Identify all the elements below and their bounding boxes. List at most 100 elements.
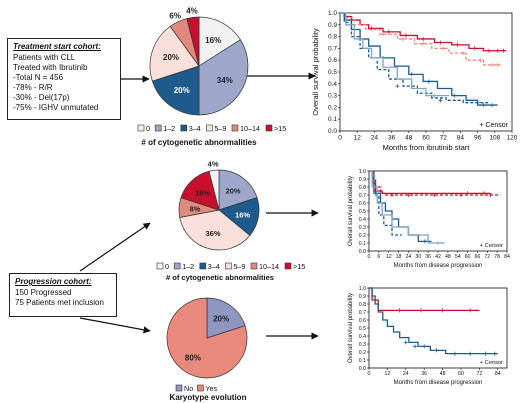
- legend-pie1: 0 1–2 3–4 5–9 10–14 >15: [137, 124, 286, 133]
- progression-cohort-line: 75 Patients met inclusion: [15, 298, 104, 307]
- legend-swatch: [154, 124, 162, 132]
- legend-label: 5–9: [233, 262, 245, 271]
- plot-frame: [339, 12, 513, 132]
- censor-mark: [489, 62, 494, 67]
- legend-label: 0: [146, 124, 150, 133]
- pie1-caption: # of cytogenetic abnormalities: [141, 138, 257, 147]
- legend-swatch: [173, 262, 181, 270]
- arrow-box2-pie3: [79, 317, 151, 334]
- pie-slice-label: 36%: [206, 229, 221, 238]
- x-tick-label: 42: [435, 254, 441, 260]
- x-tick-label: 48: [445, 254, 451, 260]
- x-tick-label: 0: [368, 371, 371, 377]
- y-tick-label: 0.0: [328, 128, 337, 135]
- y-tick-label: 0.7: [359, 310, 366, 316]
- pie-slice-label: 20%: [226, 187, 241, 196]
- censor-legend: + Censor: [480, 360, 503, 366]
- x-tick-label: 72: [484, 254, 490, 260]
- x-tick-label: 36: [425, 254, 431, 260]
- y-tick-label: 0.6: [359, 318, 366, 324]
- pie3-caption: Karyotype evolution: [170, 393, 247, 402]
- pie-slice-label: 16%: [195, 189, 210, 198]
- censor-mark: [413, 344, 417, 349]
- pie-slice-label: 80%: [185, 353, 201, 362]
- treatment-cohort-line: Patients with CLL: [13, 53, 76, 62]
- pie-slice: [198, 39, 249, 116]
- x-tick-label: 54: [455, 254, 461, 260]
- censor-mark: [395, 84, 400, 89]
- km2: 0.0 0.1 0.2 0.3 0.4 0.5 0.6 0.7 0.8 0.9 1.0 0 6 12 18 2…: [348, 169, 510, 269]
- censor-mark: [465, 191, 470, 196]
- pie-slice-label: 20%: [174, 86, 190, 95]
- x-tick-label: 84: [504, 254, 510, 260]
- x-tick-label: 6: [377, 254, 380, 260]
- y-tick-label: 0.6: [328, 57, 337, 64]
- km1: 0.0 0.1 0.2 0.3 0.4 0.5 0.6 0.7 0.8 0.9 1.0 0 12 24 36…: [311, 10, 518, 152]
- legend-label: 3–4: [208, 262, 220, 271]
- x-axis-label: Months from disease progression: [394, 263, 483, 269]
- y-axis-label: Overall survival probability: [348, 293, 354, 363]
- legend-swatch: [265, 124, 273, 132]
- censor-mark: [438, 98, 443, 103]
- x-tick-label: 24: [403, 371, 409, 377]
- treatment-cohort-box: Treatment start cohort: Patients with CL…: [7, 38, 121, 120]
- x-tick-label: 120: [507, 135, 518, 142]
- x-tick-label: 66: [475, 254, 481, 260]
- legend-swatch: [284, 262, 292, 270]
- censor-mark: [421, 41, 426, 46]
- y-tick-label: 0.3: [328, 93, 337, 100]
- survival-curve: [340, 12, 498, 106]
- pie-slice: [198, 16, 241, 67]
- pie1: 16% 34% 20% 20% 6% 4%: [149, 6, 249, 116]
- treatment-cohort-line: -30% - Del(17p): [13, 93, 70, 102]
- survival-curve: [340, 12, 490, 104]
- censor-mark: [432, 93, 437, 98]
- legend-label: 1–2: [163, 124, 175, 133]
- x-tick-label: 108: [489, 135, 500, 142]
- x-tick-label: 18: [396, 254, 402, 260]
- pie3: 20% 80%: [166, 297, 248, 379]
- censor-mark: [422, 239, 427, 244]
- legend-label: Yes: [205, 384, 217, 393]
- y-tick-label: 0.8: [359, 302, 366, 308]
- x-tick-label: 60: [422, 135, 430, 142]
- y-tick-label: 0.2: [359, 233, 366, 239]
- y-tick-label: 0.4: [359, 217, 366, 223]
- censor-mark: [419, 308, 424, 313]
- y-tick-label: 0.7: [359, 193, 366, 199]
- pie-slice: [208, 169, 220, 211]
- flow-arrows: [79, 72, 319, 340]
- censor-mark: [401, 36, 406, 41]
- x-tick-label: 84: [495, 371, 501, 377]
- y-tick-label: 0.3: [359, 342, 366, 348]
- x-tick-label: 84: [457, 135, 465, 142]
- legend-swatch: [175, 384, 183, 392]
- legend-swatch: [199, 262, 207, 270]
- legend-swatch: [231, 124, 239, 132]
- censor-mark: [386, 29, 391, 34]
- y-tick-label: 0.0: [359, 366, 366, 372]
- survival-curve: [369, 170, 402, 236]
- y-tick-label: 0.1: [328, 116, 337, 123]
- y-tick-label: 0.2: [359, 350, 366, 356]
- pie-slice-label: 8%: [190, 204, 201, 213]
- censor-mark: [434, 348, 439, 353]
- x-axis-label: Months from disease progression: [394, 380, 483, 386]
- pie-slice: [149, 25, 200, 82]
- legend-label: 5–9: [214, 124, 226, 133]
- legend-swatch: [197, 384, 204, 392]
- censor-mark: [403, 340, 408, 345]
- censor-mark: [475, 100, 480, 105]
- pie-slice-label: 4%: [208, 159, 219, 168]
- y-tick-label: 0.1: [359, 241, 366, 247]
- censor-mark: [403, 33, 408, 38]
- censor-mark: [381, 32, 385, 37]
- y-tick-label: 0.2: [328, 104, 337, 111]
- censor-mark: [441, 46, 446, 51]
- censor-legend: + Censor: [479, 122, 508, 129]
- y-tick-label: 0.9: [359, 294, 366, 300]
- x-tick-label: 48: [405, 135, 413, 142]
- censor-mark: [482, 191, 486, 196]
